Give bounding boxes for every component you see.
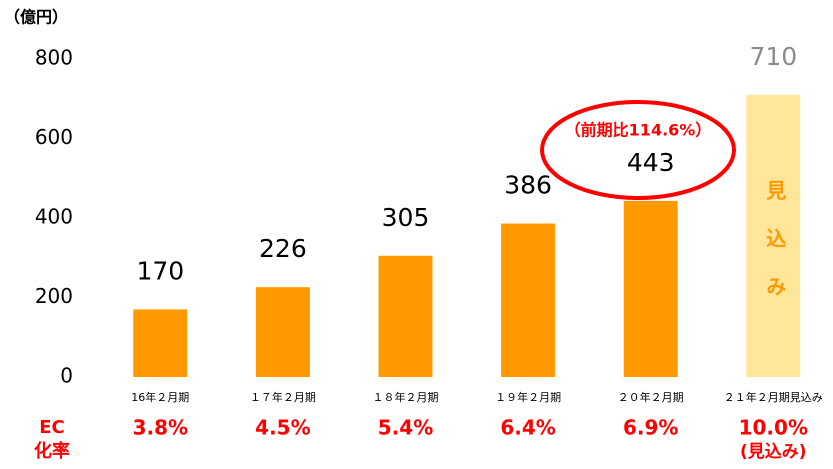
bar <box>378 255 433 377</box>
x-tick-label: ２１年２月期見込み <box>724 390 823 404</box>
ec-rate-title: 化率 <box>34 440 70 462</box>
y-tick-label: 0 <box>60 364 73 388</box>
ec-rate-label: 6.4% <box>500 416 555 440</box>
value-label: 710 <box>749 42 797 71</box>
bar <box>501 223 556 377</box>
value-label: 386 <box>504 171 552 200</box>
value-label: 170 <box>136 256 184 285</box>
bar <box>255 287 310 377</box>
chart-title: （億円） <box>4 8 68 27</box>
annotation-circle <box>540 100 736 200</box>
ec-rate-label: 5.4% <box>378 416 433 440</box>
value-label: 443 <box>627 148 675 177</box>
ec-rate-label: 10.0% <box>739 416 808 440</box>
y-tick-label: 800 <box>35 46 73 70</box>
forecast-label: 見込み <box>763 180 787 324</box>
x-tick-label: １８年２月期 <box>373 390 439 404</box>
y-tick-label: 600 <box>35 125 73 149</box>
ec-rate-note: (見込み) <box>740 442 807 462</box>
bar <box>133 309 188 377</box>
value-label: 305 <box>382 203 430 232</box>
ec-rate-label: 4.5% <box>255 416 310 440</box>
ec-rate-title: EC <box>39 417 65 438</box>
x-tick-label: １９年２月期 <box>495 390 561 404</box>
bar <box>623 200 678 377</box>
ec-rate-label: 3.8% <box>133 416 188 440</box>
x-tick-label: １７年２月期 <box>250 390 316 404</box>
x-tick-label: ２０年２月期 <box>618 390 684 404</box>
x-tick-label: 16年２月期 <box>131 390 189 404</box>
annotation: （前期比114.6%） <box>565 121 712 140</box>
ec-rate-label: 6.9% <box>623 416 678 440</box>
y-tick-label: 200 <box>35 284 73 308</box>
bar <box>746 94 801 378</box>
value-label: 226 <box>259 234 307 263</box>
y-tick-label: 400 <box>35 205 73 229</box>
